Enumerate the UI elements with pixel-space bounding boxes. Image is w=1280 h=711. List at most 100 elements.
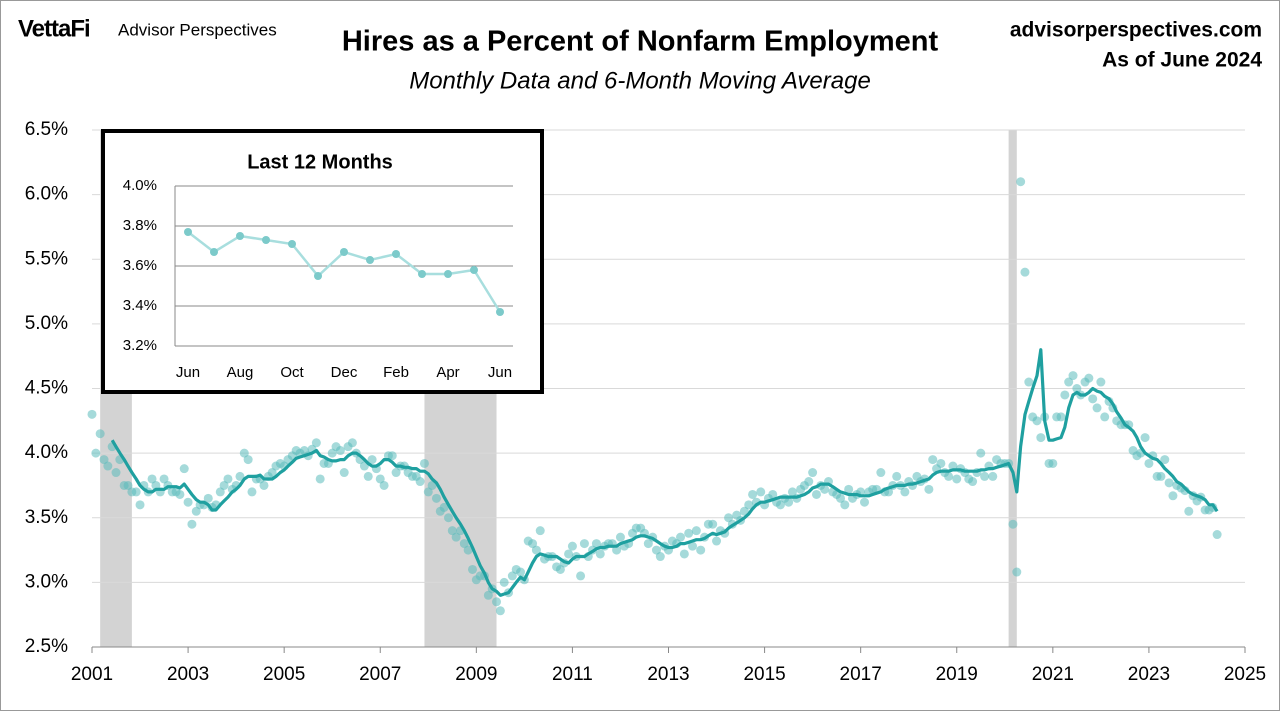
data-point <box>183 497 193 507</box>
data-point <box>968 477 978 487</box>
y-tick-label: 4.5% <box>25 378 68 399</box>
data-point <box>439 502 449 512</box>
data-point <box>335 446 345 456</box>
data-point <box>688 541 698 551</box>
data-point <box>820 484 830 494</box>
data-point <box>375 474 385 484</box>
data-point <box>936 458 946 468</box>
data-point <box>1092 403 1102 413</box>
y-tick-label: 3.5% <box>25 507 68 528</box>
data-point <box>787 487 797 497</box>
x-tick-label: 2025 <box>1224 664 1266 685</box>
data-point <box>708 519 718 529</box>
data-point <box>684 528 694 538</box>
data-point <box>696 545 706 555</box>
x-tick-label: 2005 <box>263 664 305 685</box>
inset-x-tick-label: Aug <box>227 364 254 381</box>
data-point <box>811 489 821 499</box>
data-point <box>724 513 734 523</box>
x-tick-label: 2003 <box>167 664 209 685</box>
x-tick-label: 2015 <box>743 664 785 685</box>
x-tick-label: 2009 <box>455 664 497 685</box>
data-point <box>431 493 441 503</box>
data-point <box>1184 506 1194 516</box>
data-point <box>187 519 197 529</box>
data-point <box>528 539 538 549</box>
data-point <box>387 451 397 461</box>
data-point <box>315 474 325 484</box>
data-point <box>235 471 245 481</box>
data-point <box>835 493 845 503</box>
data-point <box>131 487 141 497</box>
inset-point <box>236 232 244 240</box>
data-point <box>756 487 766 497</box>
x-tick-label: 2021 <box>1032 664 1074 685</box>
logo: VettaFi <box>18 15 90 42</box>
data-point <box>1088 394 1098 404</box>
data-point <box>1060 390 1070 400</box>
data-point <box>423 487 433 497</box>
data-point <box>123 480 133 490</box>
data-point <box>95 429 105 439</box>
data-point <box>1048 458 1058 468</box>
as-of: As of June 2024 <box>1102 49 1262 72</box>
inset-point <box>392 250 400 258</box>
data-point <box>679 549 689 559</box>
data-point <box>744 500 754 510</box>
inset-point <box>314 272 322 280</box>
x-tick-label: 2013 <box>647 664 689 685</box>
chart-subtitle: Monthly Data and 6-Month Moving Average <box>409 67 871 94</box>
data-point <box>467 564 477 574</box>
data-point <box>980 471 990 481</box>
inset-y-tick-label: 3.4% <box>123 297 157 314</box>
data-point <box>1024 377 1034 387</box>
data-point <box>1156 471 1166 481</box>
data-point <box>179 464 189 474</box>
data-point <box>247 487 257 497</box>
data-point <box>1084 373 1094 383</box>
data-point <box>860 497 870 507</box>
data-point <box>1012 567 1022 577</box>
y-tick-label: 3.0% <box>25 571 68 592</box>
data-point <box>1032 416 1042 426</box>
data-point <box>924 484 934 494</box>
y-tick-label: 4.0% <box>25 442 68 463</box>
y-tick-label: 5.0% <box>25 313 68 334</box>
chart-title: Hires as a Percent of Nonfarm Employment <box>342 26 939 58</box>
data-point <box>892 471 902 481</box>
y-tick-label: 5.5% <box>25 248 68 269</box>
data-point <box>576 571 586 581</box>
data-point <box>691 526 701 536</box>
data-point <box>651 545 661 555</box>
data-point <box>1212 530 1222 540</box>
data-point <box>151 480 161 490</box>
data-point <box>427 480 437 490</box>
data-point <box>768 489 778 499</box>
data-point <box>1160 455 1170 465</box>
data-point <box>499 577 509 587</box>
inset-title: Last 12 Months <box>247 151 393 173</box>
data-point <box>612 545 622 555</box>
inset-x-tick-label: Dec <box>331 364 358 381</box>
x-tick-label: 2017 <box>840 664 882 685</box>
y-tick-label: 6.5% <box>25 119 68 140</box>
inset-point <box>288 240 296 248</box>
inset-point <box>470 266 478 274</box>
data-point <box>463 545 473 555</box>
data-point <box>1144 458 1154 468</box>
data-point <box>223 474 233 484</box>
data-point <box>215 487 225 497</box>
inset-point <box>366 256 374 264</box>
x-tick-label: 2007 <box>359 664 401 685</box>
x-tick-label: 2001 <box>71 664 113 685</box>
data-point <box>1168 491 1178 501</box>
data-point <box>952 474 962 484</box>
data-point <box>1072 384 1082 393</box>
data-point <box>579 539 589 549</box>
data-point <box>712 536 722 546</box>
data-point <box>900 487 910 497</box>
data-point <box>567 541 577 551</box>
inset-y-tick-label: 3.8% <box>123 217 157 234</box>
data-point <box>1008 519 1018 529</box>
